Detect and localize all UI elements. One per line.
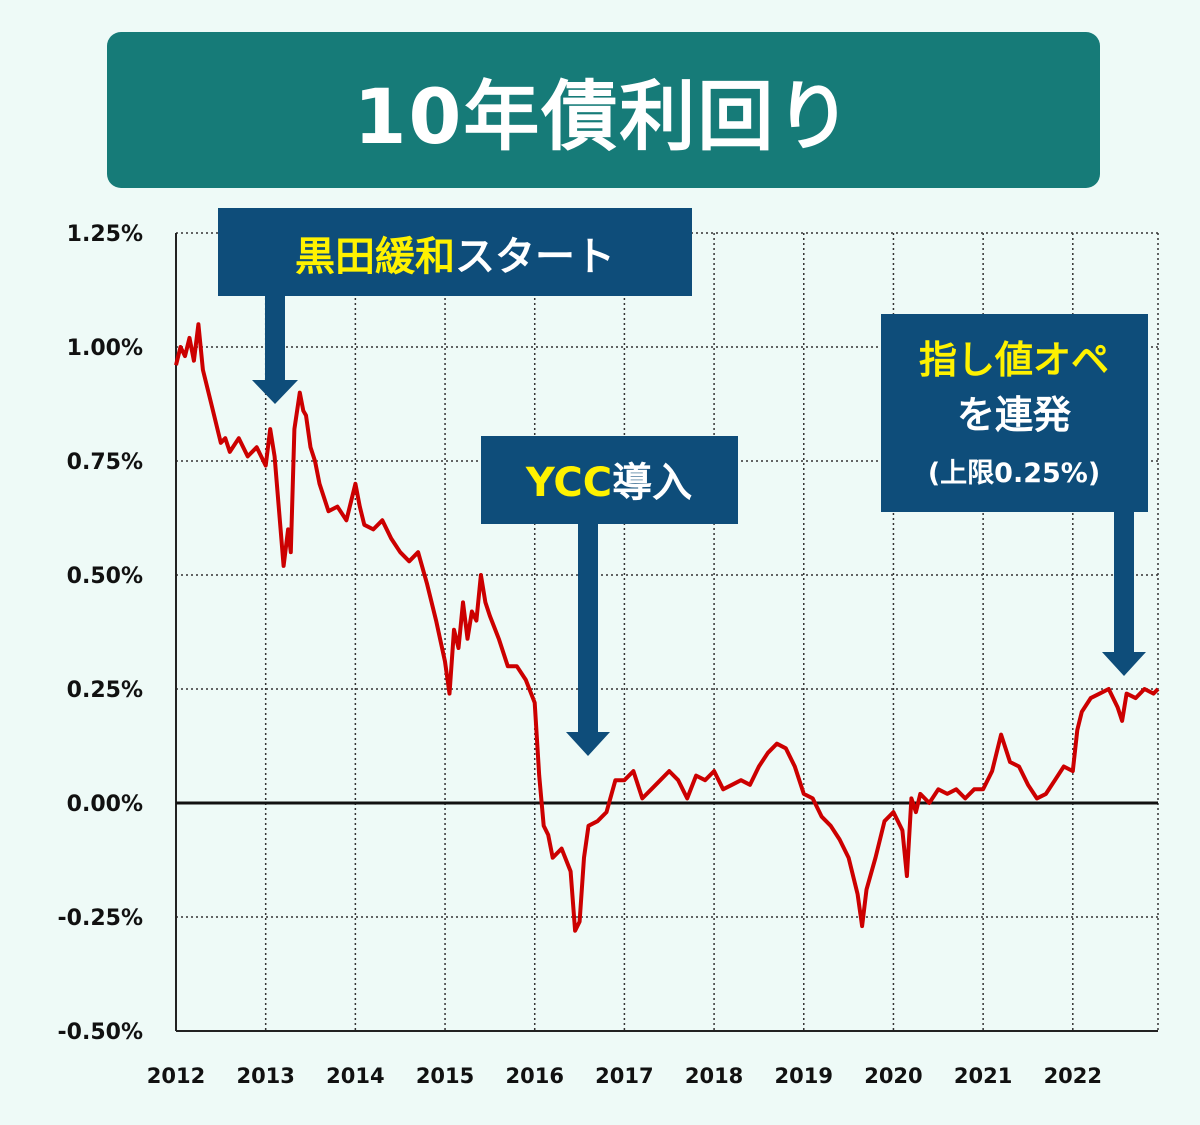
callout-ycc-box xyxy=(481,436,738,524)
arrow-ycc-head xyxy=(566,732,610,756)
series-line xyxy=(174,322,1160,933)
x-tick-label: 2018 xyxy=(685,1064,743,1088)
callout-sashine-box xyxy=(881,314,1148,512)
callout-kuroda-box xyxy=(218,208,692,296)
y-tick-label: 1.25% xyxy=(67,222,143,247)
y-tick-label: -0.50% xyxy=(58,1020,143,1045)
callout-sashine-line3: (上限0.25%) xyxy=(928,458,1100,489)
callout-sashine-highlight: 指し値オペ xyxy=(919,338,1109,382)
x-tick-label: 2021 xyxy=(954,1064,1012,1088)
y-tick-label: 0.50% xyxy=(67,564,143,589)
y-tick-label: 0.75% xyxy=(67,450,143,475)
callout-kuroda-label: 黒田緩和スタート xyxy=(295,234,615,280)
series-layer xyxy=(174,322,1160,933)
callout-kuroda-text: スタート xyxy=(455,234,615,280)
y-tick-label: 0.25% xyxy=(67,678,143,703)
x-tick-label: 2022 xyxy=(1044,1064,1102,1088)
x-tick-label: 2016 xyxy=(505,1064,563,1088)
callout-ycc: YCC導入 xyxy=(481,436,738,756)
y-tick-label: 0.00% xyxy=(67,792,143,817)
arrow-sashine-shaft xyxy=(1114,512,1134,652)
callout-kuroda-highlight: 黒田緩和 xyxy=(295,234,455,280)
x-tick-label: 2013 xyxy=(236,1064,294,1088)
y-tick-label: 1.00% xyxy=(67,336,143,361)
x-tick-label: 2019 xyxy=(775,1064,833,1088)
title-banner: 10年債利回り xyxy=(107,32,1100,188)
callout-ycc-text: 導入 xyxy=(612,460,692,506)
x-tick-label: 2017 xyxy=(595,1064,653,1088)
arrow-sashine-head xyxy=(1102,652,1146,676)
arrow-kuroda-shaft xyxy=(265,296,285,380)
callout-kuroda: 黒田緩和スタート xyxy=(218,208,692,404)
callout-sashine: 指し値オペ を連発 (上限0.25%) xyxy=(881,314,1148,676)
x-tick-label: 2014 xyxy=(326,1064,384,1088)
y-tick-label: -0.25% xyxy=(58,906,143,931)
callout-ycc-highlight: YCC xyxy=(525,460,612,506)
y-axis-ticks: -0.50% -0.25% 0.00% 0.25% 0.50% 0.75% 1.00% 1.2… xyxy=(58,222,143,1045)
page-title: 10年債利回り xyxy=(353,72,854,161)
x-tick-label: 2012 xyxy=(147,1064,205,1088)
callout-ycc-label: YCC導入 xyxy=(525,460,692,506)
callout-sashine-line2: を連発 xyxy=(957,393,1072,437)
x-tick-label: 2020 xyxy=(864,1064,922,1088)
axes xyxy=(175,233,1158,1032)
x-axis-ticks: 2012 2013 2014 2015 2016 2017 2018 2019 2020 2021… xyxy=(147,1064,1102,1088)
arrow-ycc-shaft xyxy=(578,524,598,732)
x-tick-label: 2015 xyxy=(416,1064,474,1088)
arrow-kuroda-head xyxy=(252,380,298,404)
